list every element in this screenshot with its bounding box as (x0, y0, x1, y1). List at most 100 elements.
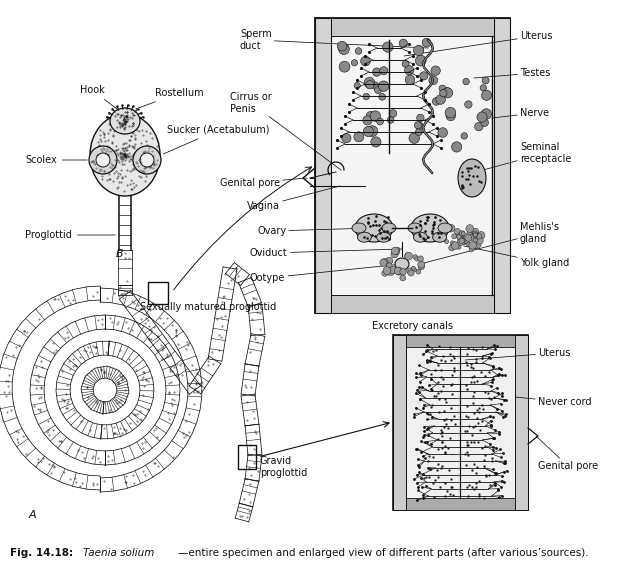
Circle shape (480, 85, 487, 91)
Circle shape (396, 269, 401, 275)
Ellipse shape (432, 232, 447, 242)
Bar (315, 18, 510, 313)
Circle shape (89, 146, 117, 174)
Circle shape (366, 112, 376, 121)
Circle shape (416, 128, 422, 135)
Bar (315, 18, 331, 313)
Circle shape (342, 134, 351, 143)
Text: —entire specimen and enlarged view of different parts (after various’sources).: —entire specimen and enlarged view of di… (178, 548, 588, 558)
Circle shape (389, 110, 397, 117)
Circle shape (438, 128, 447, 138)
Circle shape (457, 238, 465, 245)
Circle shape (451, 241, 454, 245)
Circle shape (396, 247, 400, 251)
Circle shape (475, 122, 483, 131)
Text: Oviduct: Oviduct (250, 248, 402, 258)
Circle shape (472, 228, 479, 235)
Circle shape (417, 261, 425, 268)
Circle shape (467, 231, 472, 237)
Circle shape (396, 248, 400, 252)
Circle shape (463, 78, 469, 85)
Bar (331, 295, 494, 313)
Circle shape (407, 268, 412, 274)
Circle shape (405, 253, 411, 259)
Circle shape (381, 259, 388, 265)
Text: Rostellum: Rostellum (135, 88, 203, 109)
Text: Scolex: Scolex (25, 155, 87, 165)
Circle shape (354, 132, 364, 142)
Circle shape (402, 61, 409, 67)
Circle shape (405, 252, 412, 260)
Circle shape (445, 108, 456, 118)
Circle shape (461, 132, 467, 139)
Ellipse shape (110, 108, 140, 134)
Circle shape (363, 126, 374, 136)
Text: A: A (28, 510, 36, 520)
Circle shape (477, 112, 487, 122)
Text: Gravid
proglottid: Gravid proglottid (260, 456, 307, 478)
Circle shape (417, 256, 424, 261)
Circle shape (400, 275, 406, 281)
Circle shape (389, 266, 397, 274)
Circle shape (405, 75, 415, 84)
Circle shape (473, 233, 478, 238)
Circle shape (473, 233, 477, 237)
Circle shape (432, 97, 440, 105)
Circle shape (457, 245, 461, 249)
Circle shape (363, 93, 369, 100)
Circle shape (363, 116, 372, 125)
Ellipse shape (458, 159, 486, 197)
Ellipse shape (352, 223, 366, 233)
Circle shape (422, 38, 431, 47)
Bar (406, 498, 515, 510)
Circle shape (374, 87, 382, 93)
Text: Uterus: Uterus (465, 348, 570, 360)
Circle shape (339, 44, 349, 54)
Text: B: B (116, 249, 124, 259)
Ellipse shape (382, 223, 396, 233)
Circle shape (451, 243, 456, 248)
Text: Hook: Hook (80, 85, 119, 110)
Circle shape (480, 119, 489, 126)
Bar (393, 335, 406, 510)
Circle shape (477, 231, 485, 239)
Circle shape (446, 112, 456, 121)
Circle shape (361, 56, 370, 66)
Circle shape (416, 122, 423, 130)
Circle shape (462, 241, 466, 245)
Text: Fig. 14.18:: Fig. 14.18: (10, 548, 73, 558)
Ellipse shape (411, 214, 449, 242)
Bar (238, 445, 256, 469)
Text: Nerve: Nerve (492, 108, 549, 118)
Circle shape (373, 68, 381, 76)
Circle shape (379, 93, 386, 100)
Circle shape (431, 66, 441, 75)
Circle shape (452, 234, 457, 239)
Circle shape (415, 257, 419, 261)
Circle shape (351, 59, 358, 66)
Text: Ovary: Ovary (257, 226, 374, 236)
Circle shape (386, 257, 393, 264)
Text: Never cord: Never cord (515, 397, 592, 407)
Circle shape (96, 153, 110, 167)
Ellipse shape (408, 223, 422, 233)
Circle shape (459, 231, 465, 237)
Bar (393, 335, 528, 510)
Circle shape (469, 234, 475, 241)
Circle shape (371, 82, 379, 89)
Circle shape (439, 85, 446, 92)
Circle shape (380, 259, 387, 267)
Circle shape (394, 267, 402, 275)
Circle shape (466, 242, 471, 247)
Circle shape (386, 263, 392, 269)
Ellipse shape (395, 258, 409, 270)
Circle shape (481, 109, 492, 119)
Circle shape (379, 67, 388, 75)
Circle shape (364, 78, 375, 88)
Circle shape (473, 238, 477, 242)
Circle shape (482, 77, 489, 84)
Circle shape (420, 72, 428, 80)
Circle shape (429, 76, 437, 85)
Circle shape (457, 233, 464, 240)
Circle shape (469, 248, 473, 252)
